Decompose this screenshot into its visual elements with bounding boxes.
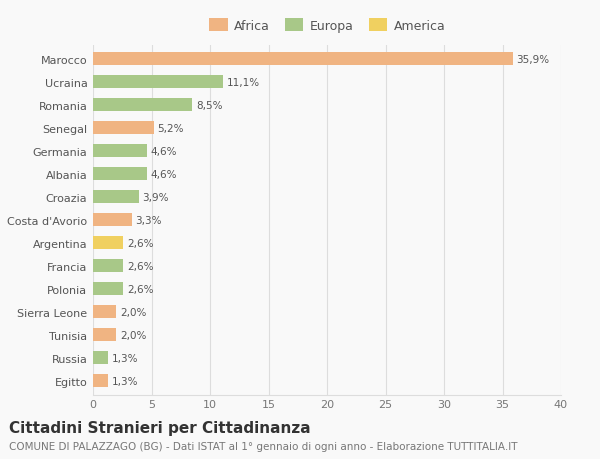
Text: 5,2%: 5,2% (157, 123, 184, 134)
Bar (93, 214, 131, 227)
Text: 8,5%: 8,5% (196, 101, 223, 111)
Bar (93, 329, 116, 341)
Text: 2,0%: 2,0% (120, 307, 146, 317)
Text: 2,6%: 2,6% (127, 261, 154, 271)
Bar (93, 306, 116, 319)
Bar (93, 168, 147, 181)
Bar (93, 237, 124, 250)
Bar (93, 191, 139, 204)
Text: 35,9%: 35,9% (517, 55, 550, 65)
Bar (93, 375, 108, 387)
Bar (93, 122, 154, 135)
Text: 1,3%: 1,3% (112, 376, 138, 386)
Text: 3,3%: 3,3% (135, 215, 161, 225)
Bar (93, 145, 147, 158)
Bar (93, 260, 124, 273)
Text: 4,6%: 4,6% (151, 146, 177, 157)
Bar (93, 283, 124, 296)
Text: 4,6%: 4,6% (151, 169, 177, 179)
Bar (93, 99, 193, 112)
Legend: Africa, Europa, America: Africa, Europa, America (209, 19, 445, 33)
Bar (93, 76, 223, 89)
Text: 2,6%: 2,6% (127, 238, 154, 248)
Text: 11,1%: 11,1% (226, 78, 260, 88)
Text: COMUNE DI PALAZZAGO (BG) - Dati ISTAT al 1° gennaio di ogni anno - Elaborazione : COMUNE DI PALAZZAGO (BG) - Dati ISTAT al… (9, 441, 517, 451)
Text: 3,9%: 3,9% (142, 192, 169, 202)
Text: 2,6%: 2,6% (127, 284, 154, 294)
Text: 1,3%: 1,3% (112, 353, 138, 363)
Bar (93, 352, 108, 364)
Text: 2,0%: 2,0% (120, 330, 146, 340)
Text: Cittadini Stranieri per Cittadinanza: Cittadini Stranieri per Cittadinanza (9, 420, 311, 435)
Bar (93, 53, 513, 66)
